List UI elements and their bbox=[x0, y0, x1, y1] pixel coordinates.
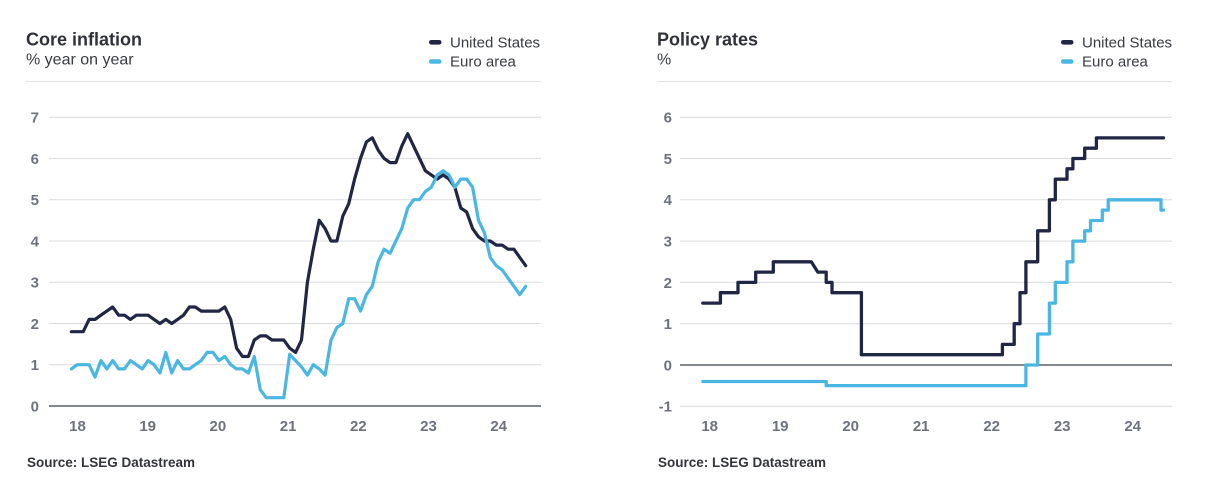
svg-text:23: 23 bbox=[420, 418, 437, 435]
svg-text:2: 2 bbox=[664, 275, 672, 292]
svg-text:Core inflation: Core inflation bbox=[26, 30, 142, 50]
svg-text:Policy rates: Policy rates bbox=[657, 30, 758, 50]
svg-text:24: 24 bbox=[1124, 418, 1141, 435]
svg-text:20: 20 bbox=[842, 418, 859, 435]
svg-text:Euro area: Euro area bbox=[450, 54, 517, 71]
svg-text:23: 23 bbox=[1054, 418, 1071, 435]
svg-text:Euro area: Euro area bbox=[1082, 54, 1149, 71]
svg-text:5: 5 bbox=[31, 192, 39, 209]
svg-text:20: 20 bbox=[210, 418, 227, 435]
svg-text:19: 19 bbox=[139, 418, 156, 435]
svg-text:4: 4 bbox=[664, 192, 673, 209]
svg-text:4: 4 bbox=[31, 233, 40, 250]
svg-text:% year on year: % year on year bbox=[26, 51, 134, 68]
svg-text:-1: -1 bbox=[659, 399, 672, 416]
svg-text:19: 19 bbox=[772, 418, 789, 435]
svg-text:3: 3 bbox=[31, 275, 39, 292]
svg-text:0: 0 bbox=[664, 357, 672, 374]
svg-text:1: 1 bbox=[664, 316, 672, 333]
svg-text:18: 18 bbox=[701, 418, 718, 435]
svg-text:6: 6 bbox=[664, 110, 672, 127]
svg-text:Source: LSEG Datastream: Source: LSEG Datastream bbox=[27, 455, 195, 470]
svg-text:Source: LSEG Datastream: Source: LSEG Datastream bbox=[658, 455, 826, 470]
svg-text:3: 3 bbox=[664, 234, 672, 251]
svg-text:0: 0 bbox=[31, 398, 39, 415]
svg-text:%: % bbox=[657, 51, 671, 68]
svg-text:21: 21 bbox=[280, 418, 297, 435]
svg-text:2: 2 bbox=[31, 316, 39, 333]
svg-text:22: 22 bbox=[983, 418, 1000, 435]
svg-text:United States: United States bbox=[450, 35, 540, 52]
svg-text:United States: United States bbox=[1082, 35, 1172, 52]
svg-text:18: 18 bbox=[69, 418, 86, 435]
svg-text:24: 24 bbox=[490, 418, 507, 435]
svg-text:6: 6 bbox=[31, 151, 39, 168]
svg-text:7: 7 bbox=[31, 110, 39, 127]
svg-text:21: 21 bbox=[913, 418, 930, 435]
svg-text:1: 1 bbox=[31, 357, 39, 374]
svg-text:22: 22 bbox=[350, 418, 367, 435]
svg-text:5: 5 bbox=[664, 151, 672, 168]
